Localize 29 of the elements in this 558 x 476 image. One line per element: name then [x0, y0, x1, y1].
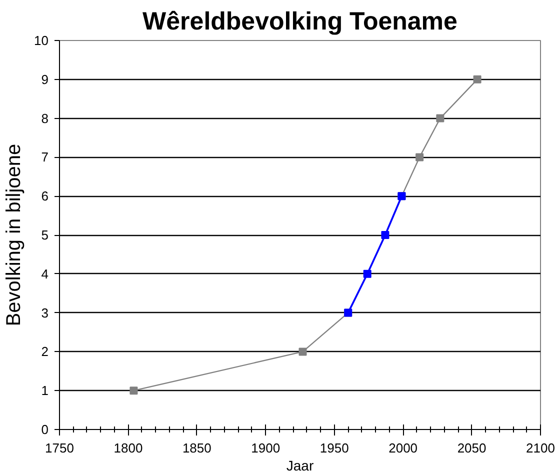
y-tick-label: 1: [41, 383, 49, 398]
x-tick-label: 1900: [251, 440, 280, 456]
y-tick-label: 2: [41, 344, 49, 360]
y-axis-title: Bevolking in biljoene: [3, 144, 26, 326]
x-tick-label: 1950: [320, 440, 349, 456]
x-tick-label: 2050: [457, 440, 486, 456]
x-tick-label: 1750: [45, 440, 74, 456]
x-tick-label: 1800: [114, 440, 143, 456]
point: [436, 114, 444, 122]
y-tick-label: 9: [41, 72, 49, 87]
y-tick-label: 4: [41, 266, 49, 282]
x-tick-label: 2000: [388, 440, 418, 456]
x-tick-label: 1850: [182, 440, 212, 456]
y-tick-label: 5: [41, 228, 49, 242]
y-tick-label: 8: [41, 110, 49, 126]
x-tick-label: 2100: [526, 440, 555, 456]
x-axis-title: Jaar: [286, 458, 314, 474]
chart-title: Wêreldbevolking Toename: [142, 8, 458, 36]
point: [363, 270, 372, 278]
y-tick-label: 10: [34, 33, 49, 48]
point: [473, 75, 482, 84]
y-tick-label: 0: [41, 422, 49, 437]
point: [416, 153, 424, 162]
point: [130, 386, 138, 395]
y-tick-label: 3: [41, 305, 49, 320]
point: [298, 348, 307, 356]
point: [381, 231, 390, 239]
y-tick-label: 7: [41, 150, 49, 165]
y-tick-label: 6: [41, 188, 49, 204]
